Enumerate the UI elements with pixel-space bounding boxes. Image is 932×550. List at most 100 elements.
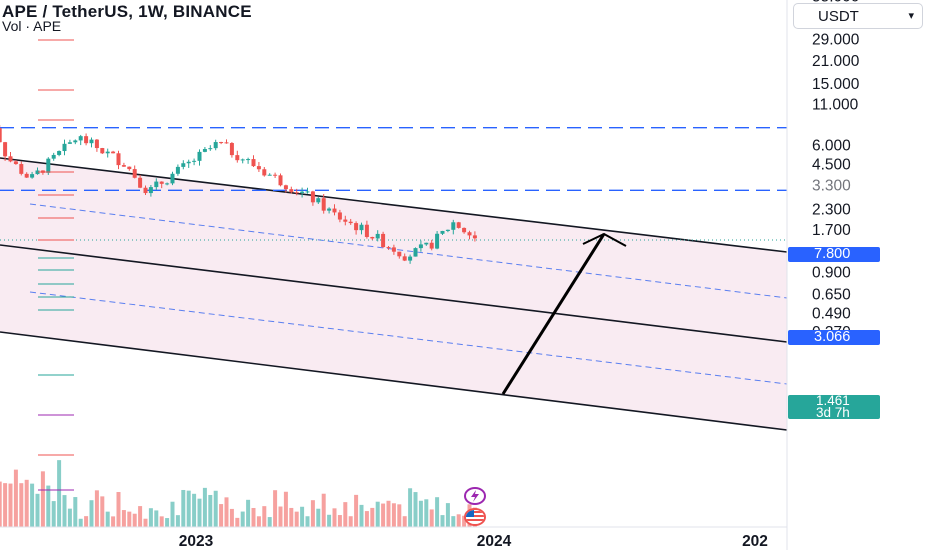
volume-bar <box>132 513 137 527</box>
candle-body <box>391 247 396 252</box>
price-axis-tick: 0.650 <box>812 286 851 303</box>
volume-bar <box>73 497 78 527</box>
candle-body <box>418 244 423 249</box>
volume-bar <box>337 515 342 527</box>
candle-body <box>62 143 67 152</box>
price-axis-tick: 0.490 <box>812 305 851 322</box>
volume-bar <box>89 500 94 527</box>
volume-bar <box>219 504 224 527</box>
volume-bar <box>381 503 386 527</box>
last-price-value: 1.461 <box>816 393 850 408</box>
upper-level-price-tag: 7.800 <box>788 247 880 262</box>
candle-body <box>132 169 137 178</box>
volume-bar <box>364 511 369 527</box>
candle-body <box>386 247 391 249</box>
candle-body <box>138 177 143 188</box>
bar-countdown: 3d 7h <box>816 405 850 420</box>
candle-body <box>332 208 337 213</box>
volume-bar <box>40 471 45 527</box>
candle-body <box>467 232 472 236</box>
volume-bar <box>105 511 110 527</box>
price-axis-tick: 0.900 <box>812 265 851 282</box>
volume-bar <box>246 499 251 527</box>
candle-body <box>192 160 197 162</box>
volume-bar <box>343 502 348 527</box>
candle-body <box>348 221 353 224</box>
volume-bar <box>462 515 467 527</box>
volume-bar <box>84 516 89 527</box>
currency-dropdown-button[interactable]: USDT ▾ <box>793 3 923 29</box>
candle-body <box>240 159 245 161</box>
price-axis-tick: 2.300 <box>812 202 851 219</box>
volume-bar <box>19 483 24 527</box>
candle-body <box>359 224 364 231</box>
volume-bar <box>413 492 418 527</box>
last-price-tag: 1.461 3d 7h <box>788 393 880 420</box>
candle-body <box>408 256 413 261</box>
volume-bar <box>116 492 121 527</box>
candle-body <box>397 251 402 257</box>
volume-bar <box>316 508 321 527</box>
volume-bar <box>321 493 326 527</box>
volume-bar <box>111 516 116 527</box>
candle-body <box>213 142 218 149</box>
volume-bar <box>435 497 440 527</box>
candle-body <box>451 222 456 230</box>
candle-body <box>78 136 83 141</box>
candle-body <box>46 158 51 173</box>
volume-bar <box>310 500 315 527</box>
volume-bar <box>170 501 175 527</box>
candle-body <box>170 173 175 184</box>
candle-body <box>462 227 467 233</box>
volume-bar <box>197 498 202 527</box>
volume-bar <box>289 507 294 527</box>
candle-body <box>424 242 429 245</box>
volume-bar <box>408 488 413 527</box>
volume-bar <box>13 469 18 527</box>
volume-bar <box>251 507 256 527</box>
volume-bar <box>440 515 445 527</box>
candle-body <box>24 173 29 178</box>
volume-bar <box>445 503 450 527</box>
currency-label: USDT <box>818 7 859 25</box>
volume-bar <box>375 501 380 527</box>
lower-level-value: 3.066 <box>814 329 851 345</box>
candle-body <box>8 156 13 162</box>
candle-body <box>51 154 56 159</box>
volume-bar <box>397 504 402 527</box>
candle-body <box>283 185 288 190</box>
volume-bar <box>278 506 283 527</box>
volume-bar <box>30 483 35 527</box>
candle-body <box>305 191 310 193</box>
volume-bar <box>202 487 207 527</box>
time-axis-tick: 202 <box>742 533 768 550</box>
candle-body <box>262 169 267 176</box>
volume-bar <box>348 516 353 527</box>
volume-bar <box>332 508 337 527</box>
us-flag-icon[interactable] <box>464 508 486 526</box>
volume-bar <box>429 509 434 527</box>
volume-bar <box>300 506 305 527</box>
channel-mid-line <box>0 244 788 343</box>
candle-body <box>337 212 342 220</box>
price-axis-tick-hidden: 3.300 <box>812 177 851 194</box>
volume-bar <box>402 516 407 527</box>
volume-bar <box>192 493 197 527</box>
volume-bar <box>159 516 164 527</box>
price-axis-tick: 15.000 <box>812 76 860 93</box>
candle-body <box>445 229 450 231</box>
lightning-icon[interactable] <box>464 487 486 505</box>
candle-body <box>381 233 386 248</box>
candle-body <box>435 233 440 249</box>
volume-bar <box>424 499 429 527</box>
candle-body <box>84 136 89 144</box>
candle-body <box>343 219 348 222</box>
candle-body <box>375 233 380 239</box>
volume-bar <box>154 510 159 527</box>
volume-bar <box>67 508 72 527</box>
candle-body <box>364 224 369 237</box>
candle-body <box>148 187 153 194</box>
candle-body <box>316 198 321 203</box>
volume-bar <box>283 491 288 527</box>
